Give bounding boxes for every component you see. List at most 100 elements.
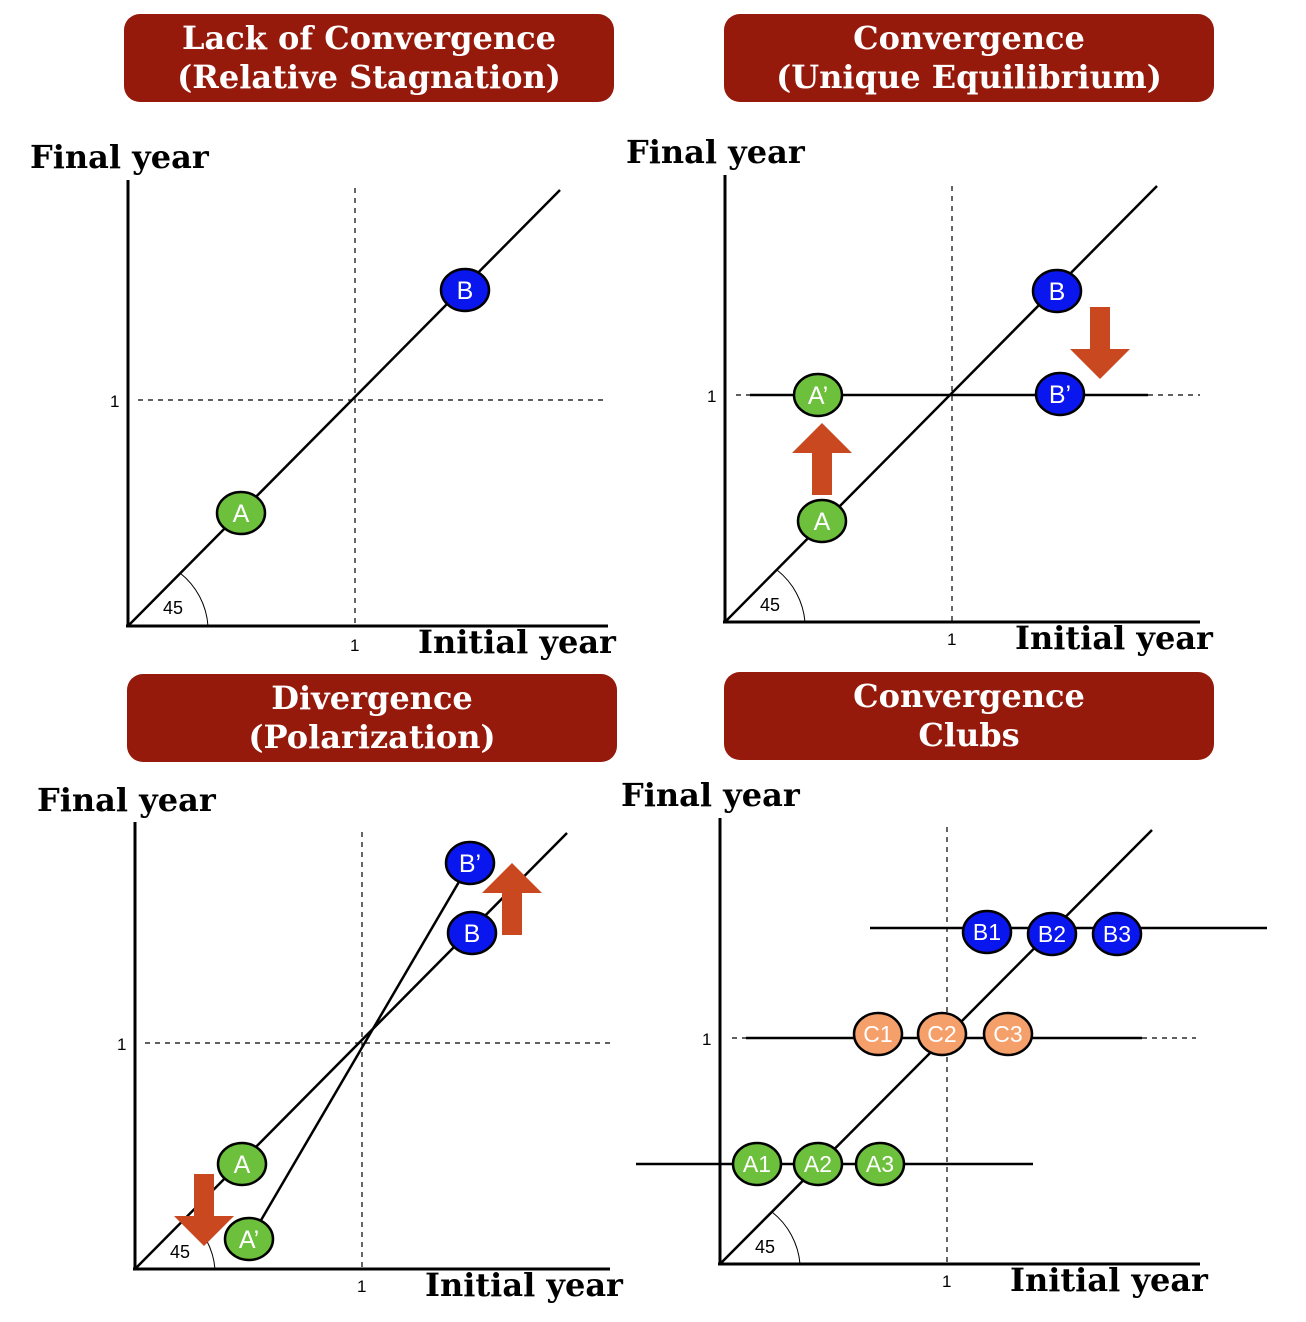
- panel-2-node-a-prime: A’: [792, 372, 844, 418]
- panel-4-node-c1-label: C1: [863, 1021, 892, 1047]
- panel-2-node-a-prime-circle: [792, 372, 844, 418]
- panel-3-title-line-1: Divergence: [271, 679, 473, 717]
- panel-4-angle-label: 45: [755, 1237, 775, 1257]
- panel-4-title-line-2: Clubs: [918, 716, 1020, 754]
- panel-4-x-tick: 1: [942, 1272, 951, 1291]
- panel-2-angle-label: 45: [760, 595, 780, 615]
- panel-4-node-a3-label: A3: [866, 1151, 894, 1177]
- panel-1-node-b-circle: [439, 267, 491, 313]
- panel-1-node-a-circle: [215, 490, 267, 536]
- panel-4-title-line-1: Convergence: [853, 677, 1085, 715]
- panel-4-node-b2-circle: [1026, 911, 1078, 957]
- panel-4-node-b2-label: B2: [1038, 921, 1066, 947]
- panel-3-x-tick: 1: [357, 1277, 366, 1296]
- panel-4-node-a1-label: A1: [743, 1151, 771, 1177]
- panel-1-x-axis-title: Initial year: [418, 623, 617, 661]
- panel-4-node-c2: C2: [916, 1011, 968, 1057]
- panel-3-title-line-2: (Polarization): [248, 718, 496, 756]
- panel-1-node-b-label: B: [457, 277, 474, 305]
- panel-1-y-tick: 1: [110, 392, 119, 411]
- panel-2-45-degree-line: [724, 185, 1158, 623]
- panel-4-node-c2-circle: [916, 1011, 968, 1057]
- panel-4-node-a2: A2: [792, 1141, 844, 1187]
- panel-4-node-b1-label: B1: [973, 919, 1001, 945]
- panel-2-node-b-circle: [1031, 268, 1083, 314]
- panel-4-node-c3-circle: [982, 1011, 1034, 1057]
- panel-2-node-b-prime-label: B’: [1049, 381, 1071, 409]
- panel-2-node-b-prime: B’: [1034, 371, 1086, 417]
- panel-4-node-a2-label: A2: [804, 1151, 832, 1177]
- panel-3-angle-label: 45: [170, 1242, 190, 1262]
- panel-4-node-c2-label: C2: [927, 1021, 956, 1047]
- panel-4-node-c3-label: C3: [993, 1021, 1022, 1047]
- panel-4-node-a2-circle: [792, 1141, 844, 1187]
- panel-2-node-a-prime-label: A’: [808, 382, 828, 410]
- panel-3-node-b-label: B: [464, 920, 481, 948]
- panel-3-node-b-prime: B’: [444, 840, 496, 886]
- panel-2-x-tick: 1: [947, 630, 956, 649]
- panel-2-node-a-circle: [796, 498, 848, 544]
- panel-3-node-b-prime-label: B’: [459, 850, 481, 878]
- panel-2-node-a: A: [796, 498, 848, 544]
- panel-2-node-a-label: A: [814, 508, 831, 536]
- panel-4-y-tick: 1: [702, 1030, 711, 1049]
- panel-2-y-tick: 1: [707, 387, 716, 406]
- panel-3-title-banner: Divergence (Polarization): [127, 674, 617, 762]
- panel-1-node-a-label: A: [233, 500, 250, 528]
- panel-3-node-a-circle: [216, 1141, 268, 1187]
- panel-4-node-b3-circle: [1091, 911, 1143, 957]
- panel-1-title-line-2: (Relative Stagnation): [177, 58, 561, 96]
- panel-1-title-banner: Lack of Convergence (Relative Stagnation…: [124, 14, 614, 102]
- panel-1-angle-arc: [179, 572, 209, 627]
- panel-1-45-degree-line: [127, 189, 561, 627]
- panel-1-x-tick: 1: [350, 636, 359, 655]
- panel-4-node-b3: B3: [1091, 911, 1143, 957]
- panel-4-x-axis-title: Initial year: [1010, 1261, 1209, 1299]
- panel-4-node-c1: C1: [852, 1011, 904, 1057]
- panel-3-node-a-prime-label: A’: [239, 1226, 259, 1254]
- panel-4-node-c3: C3: [982, 1011, 1034, 1057]
- panel-2-y-axis-title: Final year: [626, 133, 806, 171]
- panel-4-node-b1-circle: [961, 909, 1013, 955]
- panel-2-node-b-prime-circle: [1034, 371, 1086, 417]
- panel-3: Final year 45 1 1 Initial year A A’ B B’: [37, 781, 624, 1304]
- panel-3-node-b-circle: [446, 910, 498, 956]
- panel-4-node-c1-circle: [852, 1011, 904, 1057]
- panel-3-steep-line: [248, 862, 472, 1240]
- panel-2-angle-arc: [776, 569, 806, 623]
- panel-4-node-b1: B1: [961, 909, 1013, 955]
- panel-3-node-a: A: [216, 1141, 268, 1187]
- panel-3-node-a-prime-circle: [223, 1216, 275, 1262]
- panel-4-y-axis-title: Final year: [621, 776, 801, 814]
- panel-4-angle-arc: [771, 1211, 801, 1265]
- panel-2: Final year 45 1 1 Initial year A A’ B B’: [626, 133, 1214, 657]
- panel-2-x-axis-title: Initial year: [1015, 619, 1214, 657]
- panel-4-node-a1-circle: [731, 1141, 783, 1187]
- panel-2-node-b-label: B: [1049, 278, 1066, 306]
- panel-2-title-line-1: Convergence: [853, 19, 1085, 57]
- panel-2-title-line-2: (Unique Equilibrium): [776, 58, 1162, 96]
- panel-4-node-b3-label: B3: [1103, 921, 1131, 947]
- panel-2-node-b: B: [1031, 268, 1083, 314]
- panel-1-y-axis-title: Final year: [30, 138, 210, 176]
- panel-1-angle-label: 45: [163, 598, 183, 618]
- panel-3-node-b: B: [446, 910, 498, 956]
- panel-3-y-tick: 1: [117, 1035, 126, 1054]
- panel-1-node-a: A: [215, 490, 267, 536]
- panel-2-title-banner: Convergence (Unique Equilibrium): [724, 14, 1214, 102]
- panel-2-arrow-down-icon: [1070, 307, 1130, 379]
- panel-3-y-axis-title: Final year: [37, 781, 217, 819]
- panel-3-node-a-label: A: [234, 1151, 251, 1179]
- panel-4-title-banner: Convergence Clubs: [724, 672, 1214, 760]
- panel-4-node-b2: B2: [1026, 911, 1078, 957]
- panel-1: Final year 45 1 1 Initial year A B: [30, 138, 617, 661]
- panel-3-node-b-prime-circle: [444, 840, 496, 886]
- panel-3-node-a-prime: A’: [223, 1216, 275, 1262]
- panel-3-x-axis-title: Initial year: [425, 1266, 624, 1304]
- panel-4-node-a3: A3: [854, 1141, 906, 1187]
- panel-4-node-a1: A1: [731, 1141, 783, 1187]
- panel-2-arrow-up-icon: [792, 423, 852, 495]
- panel-4-node-a3-circle: [854, 1141, 906, 1187]
- panel-4: Final year 45 1 1 Initial year A1 A2 A3 …: [621, 776, 1267, 1299]
